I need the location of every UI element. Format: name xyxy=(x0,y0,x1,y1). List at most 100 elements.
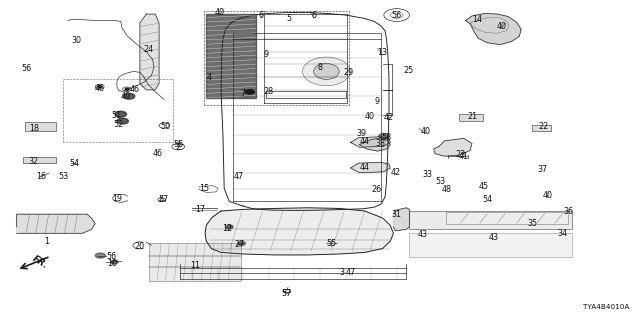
Bar xyxy=(532,125,551,131)
Text: 55: 55 xyxy=(326,239,337,248)
Text: 13: 13 xyxy=(378,48,388,57)
Text: 6: 6 xyxy=(259,11,264,20)
Circle shape xyxy=(111,260,118,264)
Text: 56: 56 xyxy=(392,12,402,20)
Text: 48: 48 xyxy=(442,185,451,194)
Text: 43: 43 xyxy=(489,233,499,242)
Circle shape xyxy=(115,111,127,117)
Text: 44: 44 xyxy=(360,137,370,146)
Text: 55: 55 xyxy=(173,140,183,149)
Polygon shape xyxy=(140,14,159,90)
Text: 37: 37 xyxy=(537,165,547,174)
Text: 57: 57 xyxy=(282,289,292,298)
Text: 3: 3 xyxy=(340,268,345,277)
Polygon shape xyxy=(466,13,521,45)
Text: 22: 22 xyxy=(538,122,548,131)
Text: 14: 14 xyxy=(472,15,482,24)
Text: 11: 11 xyxy=(191,261,200,270)
Circle shape xyxy=(117,118,129,124)
Text: 33: 33 xyxy=(422,170,432,179)
Text: 23: 23 xyxy=(456,150,465,159)
Circle shape xyxy=(237,242,245,245)
Text: 1: 1 xyxy=(44,237,49,246)
Text: 5: 5 xyxy=(287,14,292,23)
Text: FR.: FR. xyxy=(31,254,50,270)
Circle shape xyxy=(125,88,129,90)
Text: 41: 41 xyxy=(459,152,468,161)
Text: 34: 34 xyxy=(557,229,568,238)
Text: 36: 36 xyxy=(563,207,573,216)
Text: 10: 10 xyxy=(108,259,118,268)
Text: 56: 56 xyxy=(21,64,31,73)
Text: 39: 39 xyxy=(356,129,367,138)
Bar xyxy=(23,157,56,163)
Text: 50: 50 xyxy=(161,122,170,131)
Text: 42: 42 xyxy=(391,168,401,177)
Text: 40: 40 xyxy=(542,190,552,200)
Text: 4: 4 xyxy=(207,73,212,82)
Text: 28: 28 xyxy=(264,87,274,96)
Bar xyxy=(410,211,572,229)
Text: 7: 7 xyxy=(241,89,246,98)
Text: 25: 25 xyxy=(403,66,413,75)
Polygon shape xyxy=(205,208,394,255)
Circle shape xyxy=(124,93,135,99)
Text: 26: 26 xyxy=(371,185,381,194)
Text: 53: 53 xyxy=(435,177,445,186)
Text: 9: 9 xyxy=(263,50,268,59)
Text: 40: 40 xyxy=(215,8,225,17)
Text: TYA4B4010A: TYA4B4010A xyxy=(583,304,630,310)
Text: 24: 24 xyxy=(144,44,154,54)
Text: 46: 46 xyxy=(130,85,140,94)
Text: 9: 9 xyxy=(375,97,380,106)
Text: 49: 49 xyxy=(120,92,131,101)
Text: 8: 8 xyxy=(317,63,323,72)
Text: 57: 57 xyxy=(159,195,169,204)
Text: 56: 56 xyxy=(107,252,117,261)
Text: 35: 35 xyxy=(527,219,537,228)
Text: 40: 40 xyxy=(364,112,374,121)
Polygon shape xyxy=(351,137,390,147)
Text: 47: 47 xyxy=(233,172,243,181)
Text: 44: 44 xyxy=(360,164,370,172)
Text: 45: 45 xyxy=(479,182,488,191)
Circle shape xyxy=(95,253,106,258)
Circle shape xyxy=(379,133,389,139)
Circle shape xyxy=(225,225,233,229)
Text: 43: 43 xyxy=(417,230,427,239)
Text: 31: 31 xyxy=(392,210,402,219)
Ellipse shape xyxy=(314,63,339,79)
Text: 51: 51 xyxy=(112,111,122,120)
Bar xyxy=(460,114,483,121)
Text: 58: 58 xyxy=(381,132,392,141)
Text: 42: 42 xyxy=(383,114,394,123)
Bar xyxy=(25,123,56,131)
Polygon shape xyxy=(360,138,390,151)
Text: 20: 20 xyxy=(135,242,145,251)
Text: 29: 29 xyxy=(344,68,354,76)
Bar xyxy=(410,233,572,257)
Polygon shape xyxy=(394,208,410,231)
Bar xyxy=(149,243,241,281)
Circle shape xyxy=(244,89,255,94)
Text: 17: 17 xyxy=(195,205,205,214)
Text: 54: 54 xyxy=(69,159,79,168)
Circle shape xyxy=(98,86,102,88)
Text: 40: 40 xyxy=(420,127,430,136)
Text: 53: 53 xyxy=(58,172,68,181)
Text: 15: 15 xyxy=(198,184,209,193)
Text: 12: 12 xyxy=(222,224,232,233)
Bar xyxy=(447,212,568,224)
Ellipse shape xyxy=(303,57,350,86)
Text: 18: 18 xyxy=(29,124,39,132)
Text: 19: 19 xyxy=(113,194,123,204)
Text: 46: 46 xyxy=(95,84,105,93)
Text: 6: 6 xyxy=(311,12,316,20)
Text: 47: 47 xyxy=(346,268,356,277)
Polygon shape xyxy=(17,214,95,233)
Text: 16: 16 xyxy=(36,172,47,181)
Polygon shape xyxy=(351,162,390,173)
Text: 52: 52 xyxy=(114,120,124,129)
Text: 27: 27 xyxy=(234,240,244,249)
Text: 54: 54 xyxy=(483,195,492,204)
